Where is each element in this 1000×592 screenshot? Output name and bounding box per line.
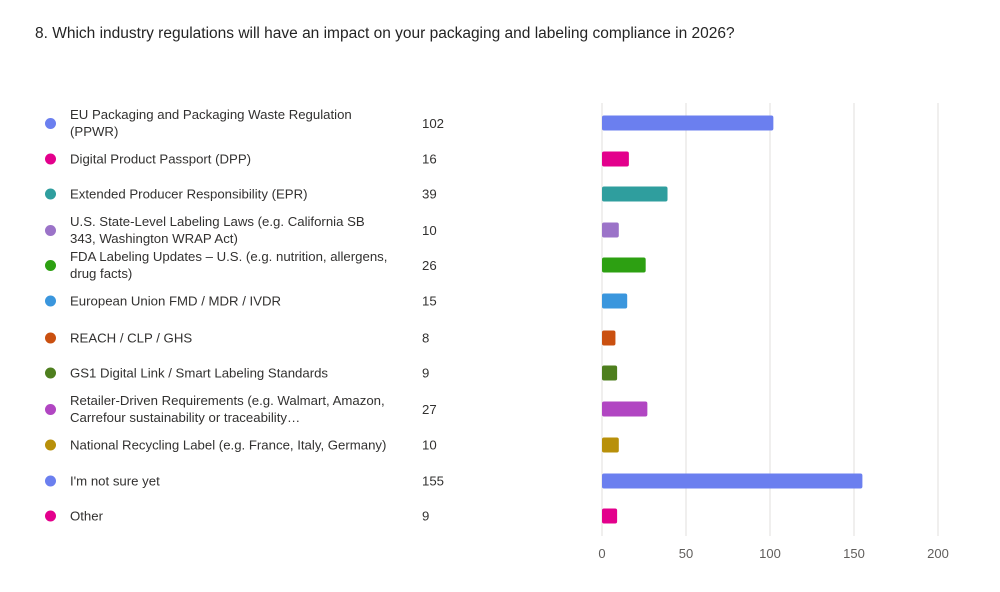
- x-tick-label: 0: [598, 546, 605, 561]
- legend-dot-icon: [45, 295, 56, 307]
- value-label: 15: [422, 293, 437, 309]
- category-label: I'm not sure yet: [70, 473, 160, 489]
- bar: [602, 257, 646, 273]
- category-label: FDA Labeling Updates – U.S. (e.g. nutrit…: [70, 249, 388, 281]
- value-label: 155: [422, 473, 445, 489]
- bar: [602, 293, 628, 309]
- legend-dot-icon: [45, 224, 56, 236]
- category-label: EU Packaging and Packaging Waste Regulat…: [70, 107, 352, 139]
- value-label: 8: [422, 330, 430, 346]
- legend-dot-icon: [45, 259, 56, 271]
- category-label: European Union FMD / MDR / IVDR: [70, 293, 282, 309]
- x-tick-label: 50: [679, 546, 693, 561]
- legend-item: Digital Product Passport (DPP) 16: [45, 151, 465, 168]
- category-label: Digital Product Passport (DPP): [70, 151, 252, 167]
- legend-item: Other 9: [45, 508, 465, 525]
- bar: [602, 186, 668, 202]
- x-tick-label: 100: [759, 546, 781, 561]
- legend-item: National Recycling Label (e.g. France, I…: [45, 437, 465, 454]
- legend-item: Retailer-Driven Requirements (e.g. Walma…: [45, 392, 465, 426]
- question-title: 8. Which industry regulations will have …: [35, 25, 735, 42]
- category-label: National Recycling Label (e.g. France, I…: [70, 437, 387, 453]
- legend-dot-icon: [45, 439, 56, 451]
- legend-dot-icon: [45, 367, 56, 379]
- bar: [602, 401, 648, 417]
- value-label: 102: [422, 115, 445, 131]
- legend-dot-icon: [45, 188, 56, 200]
- legend-item: REACH / CLP / GHS 8: [45, 330, 465, 347]
- legend-dot-icon: [45, 332, 56, 344]
- bar: [602, 330, 616, 346]
- x-tick-label: 150: [843, 546, 865, 561]
- bar: [602, 222, 619, 238]
- category-label: Retailer-Driven Requirements (e.g. Walma…: [70, 393, 385, 425]
- bar: [602, 508, 618, 524]
- value-label: 27: [422, 401, 437, 417]
- category-label: Other: [70, 508, 103, 524]
- category-label: U.S. State-Level Labeling Laws (e.g. Cal…: [70, 214, 365, 246]
- legend-item: GS1 Digital Link / Smart Labeling Standa…: [45, 365, 465, 382]
- category-label: Extended Producer Responsibility (EPR): [70, 186, 308, 202]
- legend-item: European Union FMD / MDR / IVDR 15: [45, 293, 465, 310]
- legend-dot-icon: [45, 117, 56, 129]
- legend-dot-icon: [45, 153, 56, 165]
- bar: [602, 365, 618, 381]
- value-label: 9: [422, 365, 430, 381]
- legend-item: I'm not sure yet 155: [45, 473, 465, 490]
- bar: [602, 115, 774, 131]
- value-label: 10: [422, 222, 437, 238]
- bar: [602, 151, 629, 167]
- legend-item: Extended Producer Responsibility (EPR) 3…: [45, 186, 465, 203]
- x-tick-label: 200: [927, 546, 949, 561]
- legend-dot-icon: [45, 475, 56, 487]
- value-label: 10: [422, 437, 437, 453]
- legend-dot-icon: [45, 403, 56, 415]
- legend-item: FDA Labeling Updates – U.S. (e.g. nutrit…: [45, 248, 465, 282]
- value-label: 39: [422, 186, 437, 202]
- bar: [602, 437, 619, 453]
- bar: [602, 473, 863, 489]
- legend-item: U.S. State-Level Labeling Laws (e.g. Cal…: [45, 213, 465, 247]
- category-label: GS1 Digital Link / Smart Labeling Standa…: [70, 365, 329, 381]
- value-label: 26: [422, 257, 437, 273]
- category-label: REACH / CLP / GHS: [70, 330, 193, 346]
- value-label: 16: [422, 151, 437, 167]
- legend-dot-icon: [45, 510, 56, 522]
- legend-item: EU Packaging and Packaging Waste Regulat…: [45, 106, 465, 140]
- value-label: 9: [422, 508, 430, 524]
